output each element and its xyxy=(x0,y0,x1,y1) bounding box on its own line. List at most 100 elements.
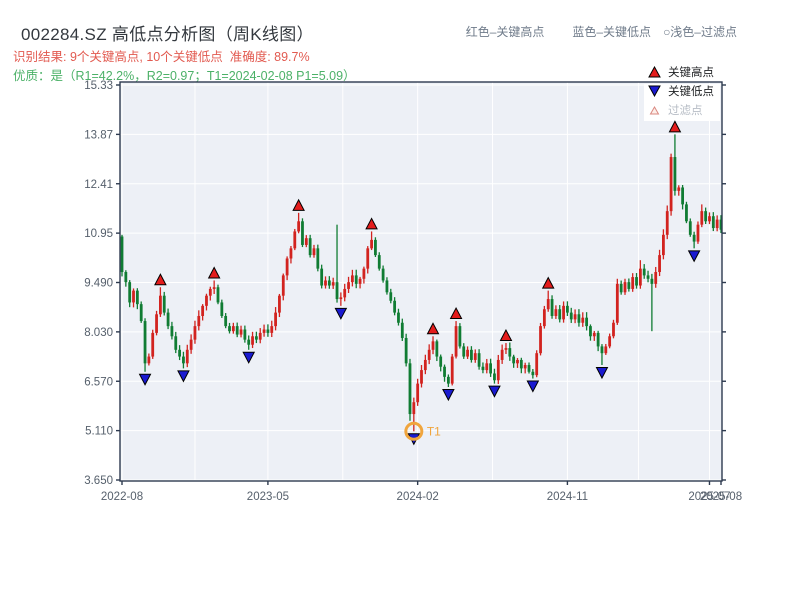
candle-body xyxy=(608,336,612,347)
key-high-marker xyxy=(426,322,440,335)
candle-body xyxy=(581,317,585,323)
candle-body xyxy=(623,282,627,293)
candle-body xyxy=(189,339,193,350)
candle-body xyxy=(662,234,665,256)
candle-body xyxy=(450,356,454,384)
candle-body xyxy=(354,275,358,284)
header-color-legend: 红色–关键高点 蓝色–关键低点 ○浅色–过滤点 xyxy=(466,23,737,40)
x-tick-label: 2022-08 xyxy=(101,491,143,503)
candle-body xyxy=(416,383,420,403)
candle-body xyxy=(205,295,208,306)
x-tick-label: 2024-11 xyxy=(547,491,588,503)
candle-body xyxy=(385,280,389,293)
candle-body xyxy=(262,329,266,333)
candle-body xyxy=(397,312,400,323)
candle-body xyxy=(420,370,423,384)
candle-body xyxy=(362,268,366,279)
candle-body xyxy=(366,248,370,269)
candle-body xyxy=(293,231,297,249)
candle-body xyxy=(485,363,489,371)
candle-body xyxy=(224,315,228,327)
candle-body xyxy=(235,326,239,335)
y-tick-label: 10.95 xyxy=(84,228,113,240)
candle-body xyxy=(374,239,377,256)
key-low-marker xyxy=(595,367,609,380)
candle-body xyxy=(254,336,258,340)
candle-body xyxy=(615,283,619,323)
candle-body xyxy=(331,282,335,286)
x-tick-label: 2025-08 xyxy=(700,491,742,503)
y-tick-label: 9.490 xyxy=(84,278,113,290)
candle-body xyxy=(216,287,220,303)
candle-body xyxy=(481,366,485,371)
key-high-marker xyxy=(499,328,513,342)
candle-body xyxy=(523,365,527,369)
plot-border xyxy=(119,81,723,482)
quality-text: 优质：是（R1=42.2%，R2=0.97；T1=2024-02-08 P1=5… xyxy=(13,69,356,83)
key-low-marker xyxy=(138,373,152,386)
candle-body xyxy=(696,224,700,242)
candle-body xyxy=(408,363,412,415)
candle-body xyxy=(673,157,677,191)
legend-item-filter: 过滤点 xyxy=(642,100,722,119)
candle-body xyxy=(546,299,550,310)
key-low-marker xyxy=(687,250,701,263)
plot-legend: 关键高点 关键低点 过滤点 xyxy=(642,62,722,119)
candle-body xyxy=(120,236,124,273)
key-high-marker xyxy=(365,217,378,230)
candle-body xyxy=(638,268,642,286)
key-low-marker xyxy=(442,388,455,402)
candle-body xyxy=(627,282,631,289)
candle-body xyxy=(239,329,243,335)
candle-body xyxy=(619,283,623,293)
candle-body xyxy=(201,305,205,316)
header-legend-filter: ○浅色–过滤点 xyxy=(663,25,737,39)
candle-body xyxy=(566,305,569,313)
candle-body xyxy=(389,292,393,301)
candle-body xyxy=(155,314,158,333)
candle-body xyxy=(477,353,481,367)
candle-body xyxy=(600,346,604,354)
candle-body xyxy=(347,282,350,289)
red-up-triangle-icon xyxy=(648,65,661,77)
legend-label-key-low: 关键低点 xyxy=(668,85,714,98)
candle-body xyxy=(508,348,512,357)
blue-down-triangle-icon xyxy=(648,85,661,97)
candle-body xyxy=(124,272,128,283)
candle-body xyxy=(301,221,304,245)
key-low-marker xyxy=(334,307,348,320)
candle-body xyxy=(677,187,681,191)
candle-body xyxy=(135,290,139,305)
key-high-marker xyxy=(207,266,221,279)
candle-body xyxy=(320,268,324,286)
candle-body xyxy=(193,326,197,340)
x-tick-label: 2023-05 xyxy=(247,491,289,503)
candle-body xyxy=(665,211,669,235)
key-high-marker xyxy=(668,120,682,133)
candle-body xyxy=(700,211,704,225)
legend-item-key-low: 关键低点 xyxy=(642,81,722,100)
candle-body xyxy=(715,219,719,229)
candle-body xyxy=(297,221,301,232)
y-tick-label: 12.41 xyxy=(84,179,113,191)
candle-body xyxy=(535,353,539,376)
candle-body xyxy=(589,326,592,337)
key-low-marker xyxy=(242,351,256,364)
candle-body xyxy=(247,339,251,345)
legend-item-key-high: 关键高点 xyxy=(642,62,722,81)
candle-body xyxy=(431,341,435,350)
legend-label-key-high: 关键高点 xyxy=(668,66,714,79)
candle-body xyxy=(646,275,650,279)
candle-body xyxy=(312,248,316,256)
candle-body xyxy=(289,248,293,259)
candle-body xyxy=(339,297,343,300)
candle-body xyxy=(197,315,201,327)
candle-body xyxy=(516,359,519,364)
candle-body xyxy=(711,216,715,229)
candle-body xyxy=(631,277,635,289)
candle-body xyxy=(208,288,212,296)
key-high-marker xyxy=(449,306,463,320)
candle-body xyxy=(642,268,646,276)
candle-body xyxy=(393,300,397,313)
candle-body xyxy=(327,280,331,286)
